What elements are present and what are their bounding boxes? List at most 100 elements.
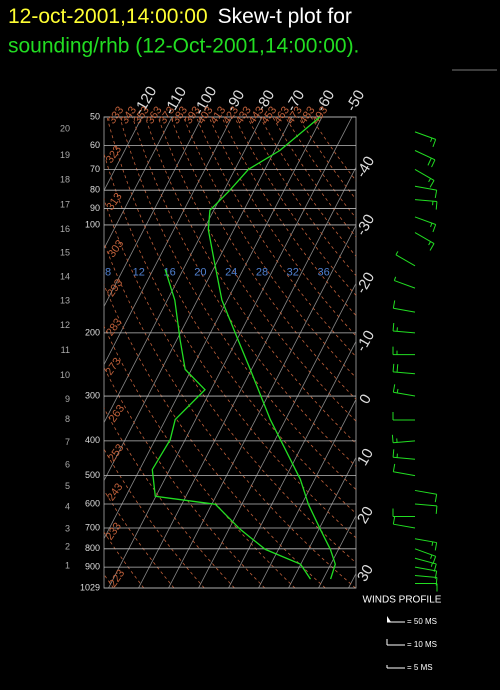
barb-staff [414, 538, 437, 544]
barb-full [392, 449, 395, 458]
wind-barb [392, 300, 416, 313]
pressure-label: 60 [90, 140, 100, 150]
wind-barb [414, 150, 436, 168]
height-label: 11 [61, 345, 70, 355]
temperature-label: 30 [354, 562, 377, 585]
barb-staff [394, 280, 416, 289]
wind-barb [414, 575, 438, 586]
barb-staff [414, 150, 436, 161]
wind-barb [414, 232, 435, 251]
height-label: 12 [60, 320, 70, 330]
isotherm [288, 456, 356, 588]
pressure-label: 90 [90, 203, 100, 213]
barb-staff [414, 566, 437, 572]
pressure-label: 50 [90, 111, 100, 121]
wind-barb [392, 516, 416, 529]
isotherm [168, 224, 356, 588]
isotherm [108, 117, 353, 588]
wind-barb [414, 185, 438, 199]
title: 12-oct-2001,14:00:00 Skew-t plot for [8, 5, 352, 28]
pressure-label: 100 [85, 219, 100, 229]
height-label: 15 [60, 248, 70, 258]
wind-barb [414, 131, 437, 148]
wind-barb [395, 251, 416, 267]
barb-staff [393, 440, 416, 444]
barb-full [434, 189, 438, 199]
wind-barb [392, 463, 416, 477]
wind-barb [393, 276, 416, 289]
barb-staff [414, 131, 436, 140]
height-label: 18 [60, 175, 70, 185]
barb-full [434, 542, 438, 551]
mixing-ratio-label: 20 [194, 267, 206, 279]
dry-adiabat [183, 117, 356, 379]
pressure-label: 800 [85, 543, 100, 553]
wind-barb [414, 199, 438, 210]
barb-full [432, 224, 437, 233]
temperature-label: 10 [354, 446, 377, 469]
title-date: 12-oct-2001,14:00:00 [8, 5, 208, 28]
mixing-ratio-label: 24 [225, 267, 237, 279]
wind-barb [392, 384, 416, 397]
barb-half [430, 137, 433, 142]
wind-barb [415, 583, 438, 592]
isotherm [104, 117, 173, 250]
dry-adiabat [132, 117, 356, 467]
pressure-label: 80 [90, 185, 100, 195]
wind-barb [414, 548, 437, 565]
dry-adiabat [234, 117, 356, 296]
barb-full [431, 159, 436, 168]
barb-staff [393, 471, 416, 477]
height-label: 10 [60, 370, 70, 380]
legend-label: = 50 MS [407, 617, 437, 626]
barb-half [431, 541, 434, 546]
height-label: 8 [65, 414, 70, 424]
wind-barb [414, 538, 438, 551]
barb-half [430, 222, 433, 228]
dewpoint-line [151, 269, 312, 580]
barb-full [392, 363, 395, 372]
wind-barb [392, 508, 415, 517]
dry-adiabat [285, 117, 356, 219]
barb-full [427, 157, 432, 166]
isotherm [198, 282, 356, 588]
pressure-label: 900 [85, 562, 100, 572]
pressure-label: 300 [85, 390, 100, 400]
barb-half [393, 276, 397, 281]
dry-adiabat [144, 117, 356, 445]
height-label: 9 [65, 394, 70, 404]
grid-layer [104, 117, 356, 588]
height-label: 7 [65, 437, 70, 447]
barb-full [429, 243, 435, 251]
barb-full [435, 505, 438, 514]
barb-full [432, 556, 437, 565]
dry-adiabat [104, 283, 326, 588]
isotherm [104, 117, 293, 482]
height-label: 2 [65, 542, 70, 552]
barb-staff [393, 307, 416, 313]
wind-barb [392, 322, 416, 334]
wind-barb [392, 412, 415, 421]
dry-adiabat [297, 117, 356, 200]
barb-full [434, 494, 438, 503]
barb-staff [414, 575, 437, 578]
height-label: 4 [65, 502, 70, 512]
barb-full [435, 201, 438, 210]
isotherm [228, 340, 356, 588]
wind-barb [392, 449, 416, 460]
barb-half [395, 251, 399, 256]
height-label: 17 [60, 199, 70, 209]
pressure-label: 700 [85, 522, 100, 532]
legend-barb [386, 639, 405, 646]
barb-pennant [387, 616, 391, 622]
barb-staff [395, 254, 416, 267]
barb-full [432, 139, 437, 148]
dry-adiabat [195, 117, 356, 358]
legend-barb [387, 616, 405, 623]
height-label: 20 [60, 123, 70, 133]
pressure-label: 200 [85, 327, 100, 337]
wind-barb [414, 168, 435, 188]
wind-barb [414, 503, 438, 514]
barb-full [392, 300, 396, 309]
barb-half [430, 562, 433, 567]
